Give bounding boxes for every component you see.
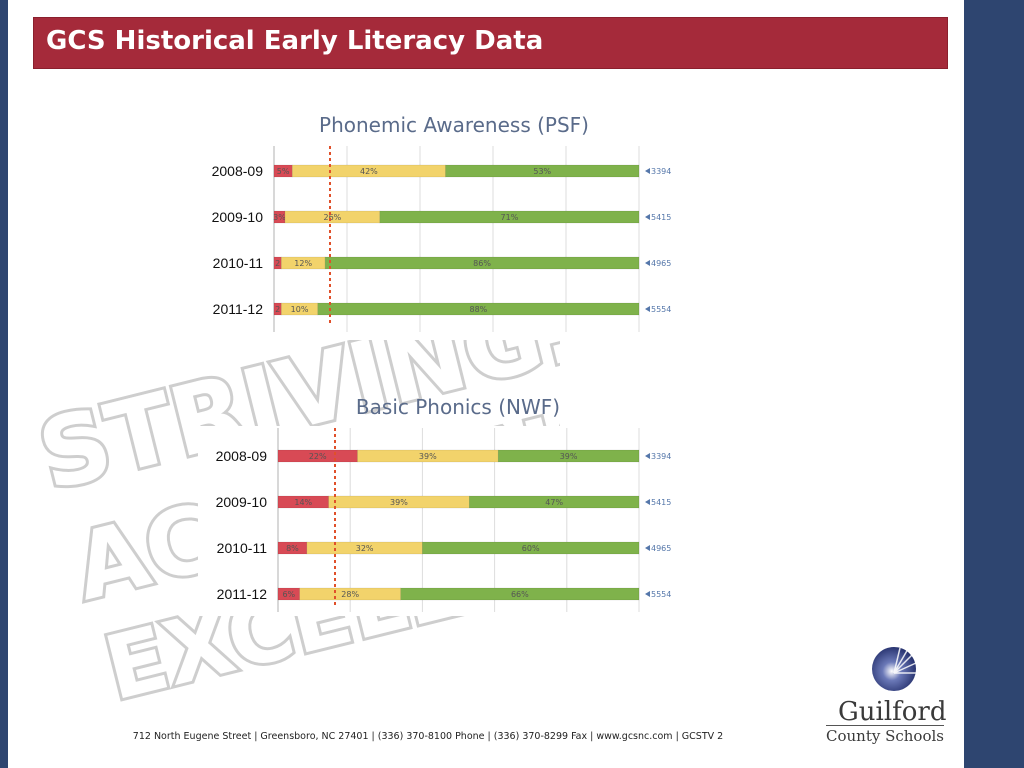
count-arrow-icon-1-1 bbox=[645, 499, 650, 505]
category-label-0-1: 2009-10 bbox=[212, 209, 264, 225]
data-label-0-0-1: 42% bbox=[360, 167, 378, 176]
data-label-1-0-0: 22% bbox=[309, 452, 327, 461]
data-label-0-2-0: 2 bbox=[275, 259, 280, 268]
count-arrow-icon-0-2 bbox=[645, 260, 650, 266]
bar-segment-0-0-2 bbox=[445, 164, 640, 178]
data-label-0-1-1: 26% bbox=[324, 213, 342, 222]
chart-title-0: Phonemic Awareness (PSF) bbox=[319, 113, 589, 137]
category-label-1-3: 2011-12 bbox=[217, 586, 268, 602]
bar-segment-0-2-1 bbox=[281, 256, 326, 270]
category-label-0-2: 2010-11 bbox=[213, 255, 264, 271]
data-label-1-3-0: 6% bbox=[282, 590, 295, 599]
data-label-1-1-0: 14% bbox=[294, 498, 312, 507]
count-arrow-icon-1-2 bbox=[645, 545, 650, 551]
count-label-1-2: 4965 bbox=[651, 544, 671, 553]
count-label-0-0: 3394 bbox=[651, 167, 671, 176]
data-label-0-0-2: 53% bbox=[533, 167, 551, 176]
category-label-0-0: 2008-09 bbox=[212, 163, 264, 179]
right-accent-bar bbox=[964, 0, 1024, 768]
count-label-1-3: 5554 bbox=[651, 590, 671, 599]
count-arrow-icon-0-1 bbox=[645, 214, 650, 220]
data-label-0-0-0: 5% bbox=[277, 167, 290, 176]
slide-title: GCS Historical Early Literacy Data bbox=[46, 26, 544, 56]
data-label-1-1-1: 39% bbox=[390, 498, 408, 507]
category-label-1-2: 2010-11 bbox=[217, 540, 268, 556]
data-label-1-3-1: 28% bbox=[341, 590, 359, 599]
data-label-0-1-0: 3% bbox=[273, 213, 286, 222]
category-label-0-3: 2011-12 bbox=[213, 301, 264, 317]
count-label-0-1: 5415 bbox=[651, 213, 671, 222]
count-arrow-icon-1-0 bbox=[645, 453, 650, 459]
count-arrow-icon-1-3 bbox=[645, 591, 650, 597]
data-label-0-3-0: 2 bbox=[275, 305, 280, 314]
data-label-1-1-2: 47% bbox=[545, 498, 563, 507]
data-label-1-2-0: 8% bbox=[286, 544, 299, 553]
bar-segment-1-0-0 bbox=[277, 449, 358, 463]
data-label-1-2-2: 60% bbox=[522, 544, 540, 553]
data-label-1-3-2: 66% bbox=[511, 590, 529, 599]
data-label-1-0-2: 39% bbox=[560, 452, 578, 461]
sunburst-icon bbox=[872, 647, 917, 691]
data-label-0-3-1: 10% bbox=[291, 305, 309, 314]
category-label-1-0: 2008-09 bbox=[216, 448, 268, 464]
data-label-0-1-2: 71% bbox=[501, 213, 519, 222]
count-label-0-2: 4965 bbox=[651, 259, 671, 268]
left-accent-bar bbox=[0, 0, 8, 768]
bar-segment-0-1-2 bbox=[379, 210, 640, 224]
bar-segment-1-2-2 bbox=[422, 541, 640, 555]
bar-segment-0-3-2 bbox=[317, 302, 640, 316]
guilford-logo: Guilford County Schools bbox=[822, 645, 958, 750]
bar-segment-0-2-2 bbox=[324, 256, 640, 270]
count-label-1-1: 5415 bbox=[651, 498, 671, 507]
chart-title-1: Basic Phonics (NWF) bbox=[356, 395, 560, 419]
bar-segment-1-0-2 bbox=[497, 449, 640, 463]
logo-text-guilford: Guilford bbox=[838, 697, 947, 727]
count-arrow-icon-0-0 bbox=[645, 168, 650, 174]
data-label-1-0-1: 39% bbox=[419, 452, 437, 461]
count-arrow-icon-0-3 bbox=[645, 306, 650, 312]
data-label-0-2-1: 12% bbox=[294, 259, 312, 268]
data-label-0-3-2: 88% bbox=[470, 305, 488, 314]
title-banner: GCS Historical Early Literacy Data bbox=[33, 17, 948, 69]
category-label-1-1: 2009-10 bbox=[216, 494, 268, 510]
count-label-1-0: 3394 bbox=[651, 452, 671, 461]
bar-segment-1-1-2 bbox=[469, 495, 640, 509]
count-label-0-3: 5554 bbox=[651, 305, 671, 314]
bar-segment-1-3-2 bbox=[400, 587, 640, 601]
charts-area: Phonemic Awareness (PSF) 2008-09 5% 42% 53% 3… bbox=[211, 113, 672, 612]
data-label-0-2-2: 86% bbox=[473, 259, 491, 268]
data-label-1-2-1: 32% bbox=[356, 544, 374, 553]
footer-contact: 712 North Eugene Street | Greensboro, NC… bbox=[132, 731, 724, 742]
logo-text-county-schools: County Schools bbox=[826, 725, 944, 745]
